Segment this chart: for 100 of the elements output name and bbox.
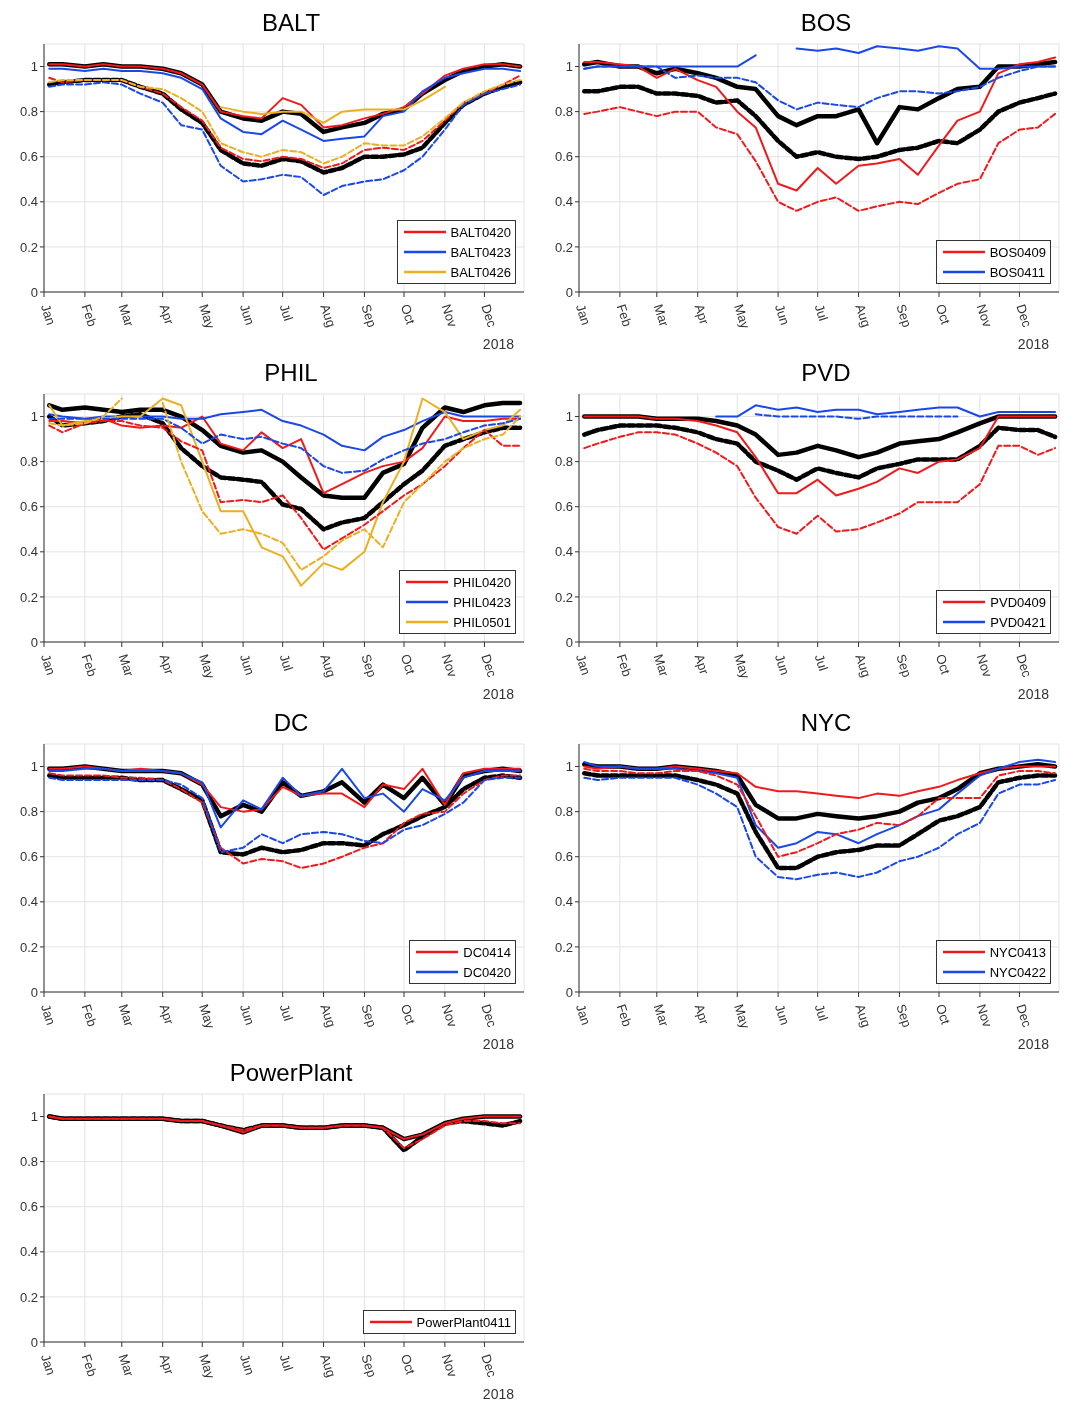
y-tick-label: 0.6	[19, 849, 38, 865]
text: 2018	[482, 1386, 514, 1402]
x-tick-label: Oct	[932, 652, 954, 677]
x-tick-label: Feb	[613, 302, 635, 329]
x-tick-label: Nov	[973, 302, 996, 330]
x-tick-label: Nov	[438, 1002, 461, 1030]
x-tick-label: Jan	[37, 302, 59, 327]
x-tick-label: Feb	[613, 1002, 635, 1029]
y-tick-label: 0.2	[19, 239, 38, 255]
x-tick-label: Jul	[276, 1002, 296, 1023]
x-tick-label: May	[196, 1002, 219, 1031]
legend-label: PVD0409	[990, 594, 1046, 610]
x-tick-label: Jan	[37, 1002, 59, 1027]
x-tick-label: Mar	[115, 302, 138, 329]
text: 2018	[1017, 336, 1049, 352]
legend-label: BALT0426	[450, 264, 511, 280]
y-tick-label: 0.4	[554, 544, 573, 560]
x-tick-label: Jun	[237, 302, 258, 327]
y-tick-label: 0	[30, 1334, 38, 1350]
y-tick-label: 0.4	[19, 1244, 38, 1260]
x-tick-label: Sep	[358, 652, 380, 679]
y-tick-label: 1	[565, 759, 573, 775]
x-tick-label: Jan	[37, 1352, 59, 1377]
x-tick-label: Feb	[613, 652, 635, 679]
x-tick-label: Jun	[237, 1002, 258, 1027]
y-tick-label: 0.4	[19, 544, 38, 560]
y-tick-label: 0.6	[19, 149, 38, 165]
y-tick-label: 0.6	[554, 849, 573, 865]
x-tick-label: Jun	[772, 652, 793, 677]
text: 2018	[1017, 1036, 1049, 1052]
y-tick-label: 0.2	[554, 589, 573, 605]
y-tick-label: 0.2	[19, 1289, 38, 1305]
x-tick-label: Aug	[317, 652, 339, 679]
x-tick-label: Sep	[358, 1002, 380, 1029]
x-tick-label: May	[196, 302, 219, 331]
y-tick-label: 0.8	[19, 104, 38, 120]
y-tick-label: 1	[30, 409, 38, 425]
y-tick-label: 1	[30, 759, 38, 775]
x-tick-label: Oct	[932, 302, 954, 327]
legend-label: BALT0423	[450, 244, 511, 260]
x-tick-label: Mar	[650, 302, 673, 329]
y-tick-label: 0.2	[19, 589, 38, 605]
legend-label: BOS0409	[989, 244, 1046, 260]
y-tick-label: 0	[565, 634, 573, 650]
x-tick-label: Nov	[973, 1002, 996, 1030]
y-tick-label: 0.8	[19, 454, 38, 470]
x-tick-label: Nov	[438, 302, 461, 330]
x-tick-label: Apr	[156, 1352, 178, 1377]
y-tick-label: 1	[565, 409, 573, 425]
y-tick-label: 0.6	[19, 499, 38, 515]
y-tick-label: 0.4	[554, 894, 573, 910]
legend-label: NYC0413	[989, 944, 1046, 960]
y-tick-label: 0	[30, 634, 38, 650]
y-tick-label: 0	[565, 284, 573, 300]
x-tick-label: Jun	[237, 652, 258, 677]
chart-title: BOS	[799, 8, 853, 38]
y-tick-label: 0.4	[19, 894, 38, 910]
legend-label: DC0420	[463, 964, 511, 980]
x-tick-label: Aug	[852, 302, 874, 329]
x-tick-label: Apr	[691, 302, 713, 327]
y-tick-label: 0.8	[554, 454, 573, 470]
x-tick-label: Apr	[156, 1002, 178, 1027]
x-tick-label: Jun	[772, 1002, 793, 1027]
x-tick-label: Sep	[358, 1352, 380, 1379]
x-tick-label: Jan	[572, 1002, 594, 1027]
x-tick-label: Aug	[317, 1002, 339, 1029]
y-tick-label: 0.2	[554, 939, 573, 955]
x-tick-label: Dec	[1013, 1002, 1035, 1030]
x-tick-label: May	[731, 652, 754, 681]
x-tick-label: Aug	[317, 302, 339, 329]
legend-label: DC0414	[463, 944, 511, 960]
x-tick-label: Oct	[397, 1002, 419, 1027]
x-tick-label: May	[196, 652, 219, 681]
x-tick-label: Jan	[37, 652, 59, 677]
x-tick-label: Oct	[397, 302, 419, 327]
x-tick-label: Dec	[1013, 302, 1035, 330]
x-tick-label: Nov	[438, 652, 461, 680]
x-tick-label: Feb	[78, 1352, 100, 1379]
text: 2018	[482, 686, 514, 702]
y-tick-label: 0	[30, 284, 38, 300]
x-tick-label: Jul	[276, 302, 296, 323]
x-tick-label: Aug	[852, 1002, 874, 1029]
chart-title: DC	[272, 708, 310, 738]
x-tick-label: Sep	[893, 302, 915, 329]
y-tick-label: 0	[30, 984, 38, 1000]
y-tick-label: 0.4	[554, 194, 573, 210]
x-tick-label: Jan	[572, 302, 594, 327]
x-tick-label: Sep	[358, 302, 380, 329]
x-tick-label: Mar	[115, 1002, 138, 1029]
x-tick-label: Sep	[893, 1002, 915, 1029]
x-tick-label: Feb	[78, 1002, 100, 1029]
chart-title: PVD	[800, 358, 852, 388]
x-tick-label: Mar	[650, 1002, 673, 1029]
legend-label: PHIL0420	[453, 574, 511, 590]
x-tick-label: Mar	[115, 652, 138, 679]
y-tick-label: 0.6	[554, 149, 573, 165]
x-tick-label: Jun	[237, 1352, 258, 1377]
y-tick-label: 0.4	[19, 194, 38, 210]
x-tick-label: Jan	[572, 652, 594, 677]
x-tick-label: Mar	[650, 652, 673, 679]
